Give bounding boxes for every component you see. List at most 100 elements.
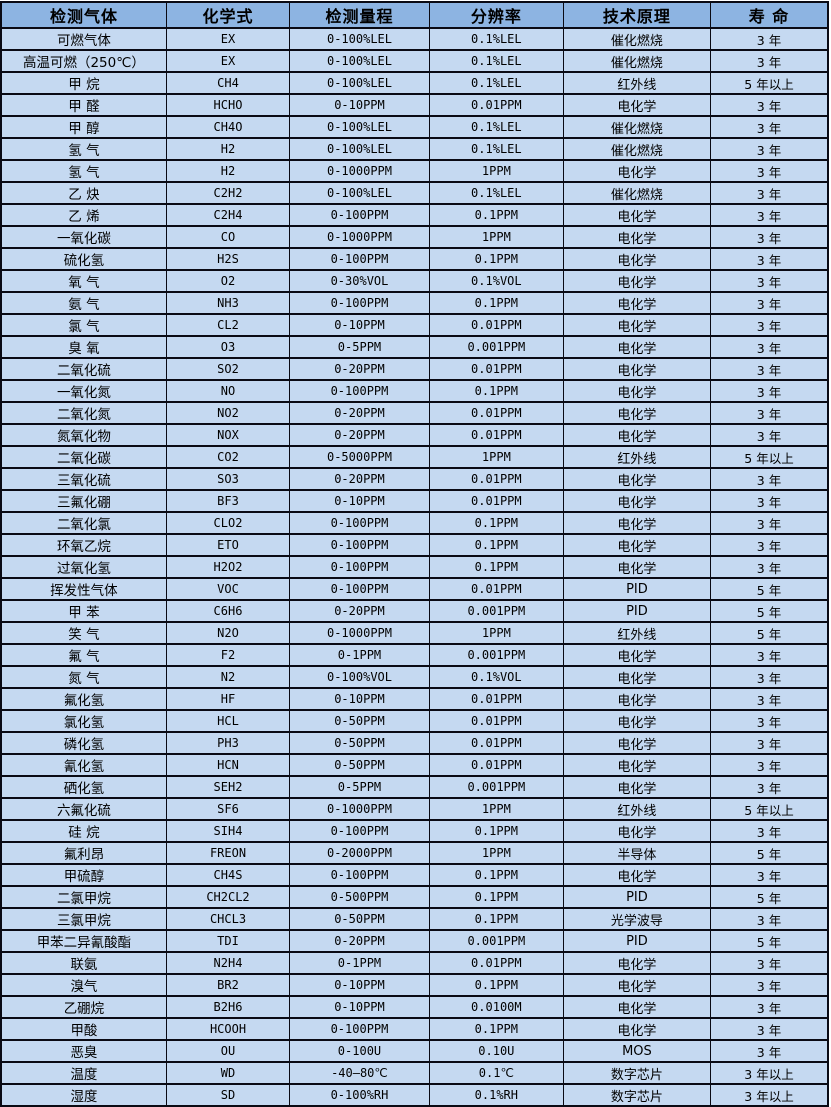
table-row: 氧 气 O2 0-30%VOL 0.1%VOL 电化学 3 年 xyxy=(0,269,829,293)
cell-lifespan: 3 年以上 xyxy=(710,1083,829,1107)
cell-chemical-formula: FREON xyxy=(165,841,291,865)
cell-chemical-formula: O2 xyxy=(165,269,291,293)
cell-resolution: 0.1℃ xyxy=(428,1061,564,1085)
cell-chemical-formula: CLO2 xyxy=(165,511,291,535)
cell-gas-name: 甲 醇 xyxy=(0,115,167,139)
cell-resolution: 0.01PPM xyxy=(428,423,564,447)
table-row: 一氧化碳 CO 0-1000PPM 1PPM 电化学 3 年 xyxy=(0,225,829,249)
cell-chemical-formula: CHCL3 xyxy=(165,907,291,931)
table-row: 笑 气 N2O 0-1000PPM 1PPM 红外线 5 年 xyxy=(0,621,829,645)
table-row: 氰化氢 HCN 0-50PPM 0.01PPM 电化学 3 年 xyxy=(0,753,829,777)
cell-detection-range: 0-10PPM xyxy=(289,313,430,337)
table-row: 硫化氢 H2S 0-100PPM 0.1PPM 电化学 3 年 xyxy=(0,247,829,271)
table-row: 环氧乙烷 ETO 0-100PPM 0.1PPM 电化学 3 年 xyxy=(0,533,829,557)
cell-detection-range: 0-30%VOL xyxy=(289,269,430,293)
cell-resolution: 0.01PPM xyxy=(428,313,564,337)
cell-lifespan: 3 年 xyxy=(710,533,829,557)
cell-technology-principle: 电化学 xyxy=(562,313,712,337)
cell-gas-name: 溴气 xyxy=(0,973,167,997)
cell-chemical-formula: EX xyxy=(165,49,291,73)
cell-gas-name: 甲酸 xyxy=(0,1017,167,1041)
cell-gas-name: 二氯甲烷 xyxy=(0,885,167,909)
cell-lifespan: 3 年以上 xyxy=(710,1061,829,1085)
cell-technology-principle: 电化学 xyxy=(562,643,712,667)
cell-detection-range: 0-10PPM xyxy=(289,973,430,997)
cell-chemical-formula: HF xyxy=(165,687,291,711)
cell-gas-name: 联氨 xyxy=(0,951,167,975)
cell-resolution: 0.001PPM xyxy=(428,643,564,667)
cell-lifespan: 3 年 xyxy=(710,643,829,667)
cell-gas-name: 温度 xyxy=(0,1061,167,1085)
cell-lifespan: 5 年 xyxy=(710,621,829,645)
cell-resolution: 0.1%VOL xyxy=(428,269,564,293)
cell-lifespan: 3 年 xyxy=(710,467,829,491)
cell-resolution: 0.1PPM xyxy=(428,907,564,931)
cell-gas-name: 氮 气 xyxy=(0,665,167,689)
cell-resolution: 1PPM xyxy=(428,797,564,821)
cell-technology-principle: 电化学 xyxy=(562,291,712,315)
cell-chemical-formula: NOX xyxy=(165,423,291,447)
cell-gas-name: 氟 气 xyxy=(0,643,167,667)
cell-technology-principle: 催化燃烧 xyxy=(562,49,712,73)
cell-technology-principle: 电化学 xyxy=(562,533,712,557)
cell-technology-principle: 电化学 xyxy=(562,775,712,799)
cell-detection-range: 0-100%LEL xyxy=(289,49,430,73)
cell-detection-range: 0-10PPM xyxy=(289,489,430,513)
cell-gas-name: 高温可燃（250℃） xyxy=(0,49,167,73)
cell-chemical-formula: HCL xyxy=(165,709,291,733)
cell-technology-principle: 电化学 xyxy=(562,709,712,733)
cell-technology-principle: PID xyxy=(562,599,712,623)
cell-technology-principle: 电化学 xyxy=(562,665,712,689)
cell-chemical-formula: HCOOH xyxy=(165,1017,291,1041)
cell-resolution: 0.01PPM xyxy=(428,467,564,491)
table-row: 高温可燃（250℃） EX 0-100%LEL 0.1%LEL 催化燃烧 3 年 xyxy=(0,49,829,73)
cell-lifespan: 3 年 xyxy=(710,181,829,205)
cell-detection-range: 0-1PPM xyxy=(289,951,430,975)
table-row: 氨 气 NH3 0-100PPM 0.1PPM 电化学 3 年 xyxy=(0,291,829,315)
cell-gas-name: 乙硼烷 xyxy=(0,995,167,1019)
cell-gas-name: 氰化氢 xyxy=(0,753,167,777)
cell-gas-name: 氯 气 xyxy=(0,313,167,337)
cell-resolution: 0.1%LEL xyxy=(428,137,564,161)
cell-detection-range: 0-20PPM xyxy=(289,401,430,425)
cell-lifespan: 5 年 xyxy=(710,929,829,953)
table-row: 联氨 N2H4 0-1PPM 0.01PPM 电化学 3 年 xyxy=(0,951,829,975)
cell-technology-principle: PID xyxy=(562,929,712,953)
cell-resolution: 0.01PPM xyxy=(428,577,564,601)
cell-technology-principle: 电化学 xyxy=(562,511,712,535)
cell-detection-range: 0-20PPM xyxy=(289,599,430,623)
cell-chemical-formula: CH4 xyxy=(165,71,291,95)
cell-gas-name: 硅 烷 xyxy=(0,819,167,843)
table-row: 氮氧化物 NOX 0-20PPM 0.01PPM 电化学 3 年 xyxy=(0,423,829,447)
cell-detection-range: 0-100PPM xyxy=(289,863,430,887)
table-row: 磷化氢 PH3 0-50PPM 0.01PPM 电化学 3 年 xyxy=(0,731,829,755)
cell-technology-principle: MOS xyxy=(562,1039,712,1063)
cell-technology-principle: 催化燃烧 xyxy=(562,181,712,205)
cell-resolution: 0.01PPM xyxy=(428,93,564,117)
cell-gas-name: 三氟化硼 xyxy=(0,489,167,513)
table-row: 甲 醛 HCHO 0-10PPM 0.01PPM 电化学 3 年 xyxy=(0,93,829,117)
cell-resolution: 0.1%LEL xyxy=(428,27,564,51)
cell-gas-name: 甲 苯 xyxy=(0,599,167,623)
table-row: 甲 烷 CH4 0-100%LEL 0.1%LEL 红外线 5 年以上 xyxy=(0,71,829,95)
cell-gas-name: 氯化氢 xyxy=(0,709,167,733)
cell-lifespan: 3 年 xyxy=(710,247,829,271)
cell-resolution: 0.01PPM xyxy=(428,401,564,425)
table-row: 六氟化硫 SF6 0-1000PPM 1PPM 红外线 5 年以上 xyxy=(0,797,829,821)
cell-technology-principle: 电化学 xyxy=(562,973,712,997)
header-row: 检测气体 化学式 检测量程 分辨率 技术原理 寿 命 xyxy=(0,1,829,29)
cell-chemical-formula: H2 xyxy=(165,137,291,161)
cell-technology-principle: 电化学 xyxy=(562,357,712,381)
cell-resolution: 0.001PPM xyxy=(428,775,564,799)
cell-detection-range: 0-50PPM xyxy=(289,709,430,733)
table-row: 一氧化氮 NO 0-100PPM 0.1PPM 电化学 3 年 xyxy=(0,379,829,403)
cell-gas-name: 硒化氢 xyxy=(0,775,167,799)
cell-detection-range: 0-100U xyxy=(289,1039,430,1063)
cell-gas-name: 湿度 xyxy=(0,1083,167,1107)
cell-gas-name: 甲 烷 xyxy=(0,71,167,95)
cell-technology-principle: 催化燃烧 xyxy=(562,137,712,161)
cell-lifespan: 3 年 xyxy=(710,819,829,843)
cell-detection-range: 0-20PPM xyxy=(289,423,430,447)
cell-detection-range: 0-100PPM xyxy=(289,555,430,579)
